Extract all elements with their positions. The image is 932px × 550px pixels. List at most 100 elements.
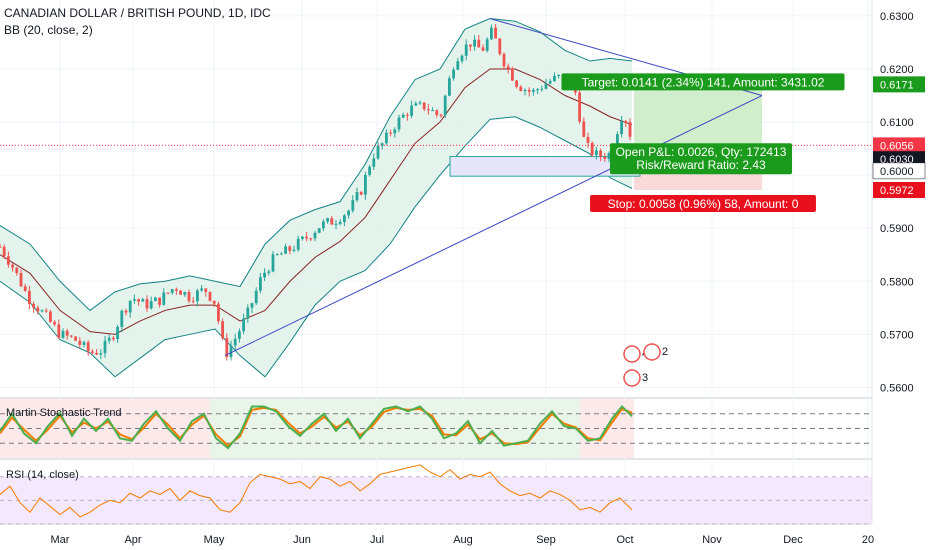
candle-body — [275, 254, 279, 256]
candle-body — [590, 142, 594, 155]
candle-body — [372, 158, 376, 167]
time-tick-label: Jul — [370, 534, 384, 546]
time-tick-label: Mar — [51, 534, 70, 546]
candle-body — [368, 166, 371, 175]
candle-body — [527, 89, 531, 92]
candle-body — [183, 292, 187, 295]
price-tag: 0.6171 — [873, 76, 925, 93]
position-pnl-label[interactable]: Open P&L: 0.0026, Qty: 172413Risk/Reward… — [610, 143, 792, 175]
candle-body — [532, 89, 535, 92]
candle-body — [217, 303, 220, 322]
price-pane[interactable]: Target: 0.0141 (2.34%) 141, Amount: 3431… — [0, 18, 872, 387]
candle-body — [359, 192, 363, 195]
candle-body — [15, 267, 19, 274]
candle-body — [313, 232, 317, 239]
candle-body — [259, 277, 262, 291]
price-tag-text: 0.6000 — [880, 166, 914, 178]
candle-body — [544, 83, 548, 89]
candle-body — [519, 86, 523, 92]
candle-body — [200, 288, 203, 291]
candle-body — [280, 253, 283, 255]
candle-body — [364, 174, 367, 195]
position-target-label[interactable]: Target: 0.0141 (2.34%) 141, Amount: 3431… — [561, 73, 845, 91]
rsi-pane[interactable]: 80.0040.00 — [0, 460, 908, 525]
candle-body — [498, 38, 502, 54]
price-tick-label: 0.5800 — [880, 276, 914, 288]
candle-body — [460, 55, 464, 62]
candle-body — [19, 273, 23, 287]
time-tick-label: Oct — [616, 534, 633, 546]
candle-body — [477, 39, 481, 48]
event-flag-icon[interactable] — [623, 345, 641, 363]
candle-body — [490, 27, 493, 40]
candle-body — [511, 68, 514, 81]
candle-body — [553, 75, 556, 81]
event-flag-icon[interactable] — [623, 369, 641, 387]
candle-body — [418, 102, 422, 104]
time-tick-label: Jun — [293, 534, 311, 546]
candle-body — [435, 110, 439, 115]
price-axis[interactable]: 0.6300 0.6200 0.6100 0.6000 0.5900 0.5800 0.57… — [871, 0, 932, 550]
candle-body — [305, 236, 308, 239]
position-rr-text: Risk/Reward Ratio: 2.43 — [636, 158, 766, 172]
candle-body — [204, 288, 208, 292]
rsi-pane-title: RSI (14, close) — [6, 469, 79, 481]
candle-body — [107, 337, 111, 341]
time-tick-label: May — [204, 534, 225, 546]
event-flag-icon[interactable] — [643, 343, 661, 361]
candle-body — [133, 299, 136, 301]
candle-body — [166, 292, 170, 294]
candle-body — [221, 321, 224, 339]
price-tag-text: 0.5972 — [880, 185, 914, 197]
candle-body — [250, 303, 254, 308]
candle-body — [32, 303, 35, 308]
candle-body — [317, 228, 321, 233]
candle-body — [23, 286, 27, 291]
candle-body — [464, 44, 468, 56]
candle-body — [334, 223, 338, 225]
candle-body — [355, 192, 359, 201]
chart-title: CANADIAN DOLLAR / BRITISH POUND, 1D, IDC — [4, 6, 271, 20]
candle-body — [376, 145, 380, 159]
candle-body — [103, 340, 107, 354]
candle-body — [40, 310, 44, 312]
candle-body — [238, 331, 241, 339]
candle-body — [0, 246, 2, 248]
candle-body — [292, 249, 296, 251]
price-tag-box — [872, 162, 926, 180]
candle-body — [620, 121, 623, 135]
candle-body — [44, 310, 48, 312]
candle-body — [397, 117, 401, 130]
candle-body — [427, 109, 430, 111]
price-tick-label: 0.6200 — [880, 64, 914, 76]
candle-body — [284, 246, 287, 254]
candle-body — [393, 129, 397, 134]
candle-body — [523, 89, 527, 92]
bollinger-basis — [0, 68, 633, 335]
candle-body — [485, 39, 489, 51]
candle-body — [141, 299, 145, 302]
trendline[interactable] — [224, 95, 763, 356]
candle-body — [57, 324, 61, 338]
candle-body — [36, 307, 40, 312]
candle-body — [7, 256, 10, 265]
event-count: 2 — [662, 346, 668, 358]
candle-body — [595, 150, 598, 155]
candle-body — [309, 238, 313, 240]
candle-body — [624, 121, 628, 123]
candle-body — [389, 132, 392, 134]
time-tick-label: Apr — [124, 534, 141, 546]
candle-body — [70, 335, 73, 337]
candle-body — [380, 143, 384, 146]
candle-body — [154, 297, 157, 302]
price-tag: 0.6000 — [872, 162, 926, 180]
candle-body — [149, 301, 153, 309]
candle-body — [548, 80, 552, 84]
time-axis[interactable]: Mar Apr May Jun Jul Aug Sep Oct Nov Dec 20 — [51, 534, 875, 546]
stochastic-pane-title: Martin Stochastic Trend — [6, 407, 122, 419]
event-count: 3 — [642, 372, 648, 384]
position-stop-label[interactable]: Stop: 0.0058 (0.96%) 58, Amount: 0 — [590, 194, 816, 212]
candle-body — [86, 342, 90, 352]
candle-body — [414, 103, 418, 106]
